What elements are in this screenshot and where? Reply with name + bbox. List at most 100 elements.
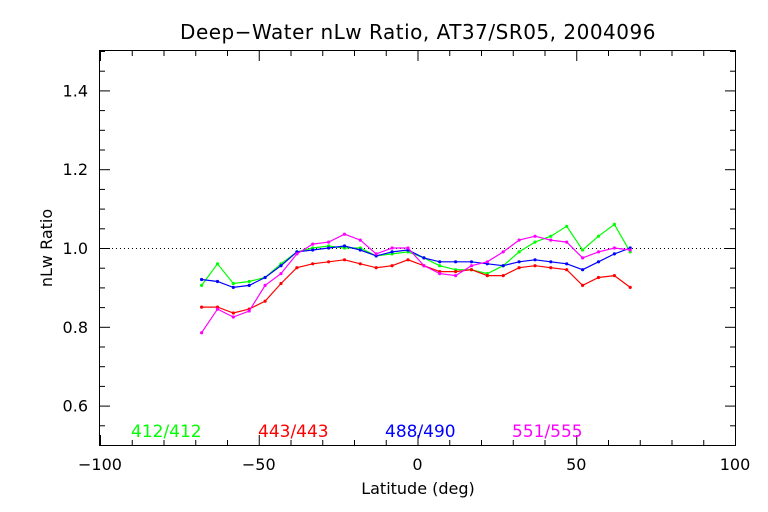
series-488-490 — [200, 244, 632, 289]
data-point — [422, 264, 426, 268]
data-point — [406, 258, 410, 262]
data-point — [200, 331, 204, 335]
data-point — [406, 246, 410, 250]
data-point — [438, 272, 442, 276]
data-point — [501, 250, 505, 254]
series-line — [201, 223, 631, 286]
legend-443: 443/443 — [258, 422, 329, 442]
series-443-443 — [200, 258, 632, 315]
data-point — [263, 275, 267, 280]
data-point — [358, 238, 362, 242]
data-point — [581, 248, 585, 252]
y-axis-label: nLw Ratio — [37, 209, 56, 287]
data-point — [438, 260, 442, 264]
data-point — [327, 240, 331, 244]
data-point — [454, 260, 458, 264]
data-point — [422, 256, 426, 260]
data-point — [279, 264, 283, 268]
data-point — [565, 240, 569, 244]
x-tick-label: −100 — [78, 455, 122, 474]
data-point — [231, 281, 235, 286]
data-point — [390, 246, 394, 250]
data-point — [581, 283, 585, 287]
x-tick-label: −50 — [242, 455, 276, 474]
data-point — [596, 250, 601, 254]
data-point — [581, 268, 585, 272]
series-line — [201, 259, 631, 314]
data-point — [581, 256, 585, 260]
data-point — [390, 264, 394, 268]
x-axis-label: Latitude (deg) — [361, 479, 475, 498]
data-point — [295, 252, 299, 256]
data-point — [517, 266, 521, 270]
data-point — [327, 246, 331, 250]
x-tick-label: 100 — [720, 455, 751, 474]
data-point — [565, 224, 569, 228]
series-551-555 — [200, 232, 632, 335]
data-point — [533, 264, 537, 268]
data-point — [485, 260, 489, 264]
axis-ticks — [100, 51, 736, 446]
data-point — [565, 268, 569, 272]
data-point — [612, 252, 617, 256]
data-point — [311, 262, 315, 266]
legend-412: 412/412 — [131, 422, 202, 442]
data-point — [485, 274, 489, 278]
data-point — [342, 258, 347, 262]
data-point — [469, 260, 474, 264]
y-tick-label: 1.2 — [63, 160, 88, 179]
data-point — [342, 232, 347, 236]
y-tick-labels: 0.6 0.8 1.0 1.2 1.4 — [63, 81, 88, 415]
data-point — [358, 262, 362, 266]
data-point — [454, 274, 458, 278]
data-point — [533, 258, 537, 262]
data-point — [231, 285, 235, 289]
data-point — [247, 283, 251, 287]
data-point — [612, 274, 617, 278]
data-point — [358, 248, 362, 252]
data-point — [612, 222, 617, 226]
data-point — [231, 311, 235, 315]
data-point — [549, 238, 553, 242]
data-point — [549, 234, 553, 238]
data-point — [628, 248, 632, 252]
x-tick-label: 50 — [566, 455, 586, 474]
plot-frame — [99, 50, 736, 446]
data-point — [533, 234, 537, 238]
data-point — [374, 252, 378, 256]
data-point — [374, 266, 378, 270]
data-point — [200, 277, 204, 282]
data-point — [311, 242, 315, 246]
data-point — [596, 275, 601, 280]
data-point — [247, 309, 251, 313]
data-point — [200, 283, 204, 287]
data-point — [215, 279, 220, 284]
y-tick-label: 1.0 — [63, 239, 88, 258]
data-point — [390, 250, 394, 254]
data-point — [454, 270, 458, 274]
data-point — [517, 250, 521, 254]
data-point — [501, 274, 505, 278]
data-point — [279, 281, 283, 286]
data-point — [565, 262, 569, 266]
series-line — [201, 233, 631, 334]
series-layer — [200, 222, 632, 335]
data-point — [628, 285, 632, 289]
data-point — [549, 266, 553, 270]
data-point — [469, 264, 474, 268]
data-point — [279, 272, 283, 276]
data-point — [215, 262, 220, 266]
data-point — [342, 244, 347, 248]
data-point — [612, 246, 617, 250]
data-point — [327, 260, 331, 264]
series-line — [201, 245, 631, 289]
data-point — [311, 248, 315, 252]
legend-488: 488/490 — [385, 422, 456, 442]
chart-title: Deep−Water nLw Ratio, AT37/SR05, 2004096 — [180, 20, 656, 44]
data-point — [596, 260, 601, 264]
y-tick-label: 0.6 — [63, 397, 88, 416]
data-point — [517, 238, 521, 242]
data-point — [295, 266, 299, 270]
data-point — [501, 264, 505, 268]
